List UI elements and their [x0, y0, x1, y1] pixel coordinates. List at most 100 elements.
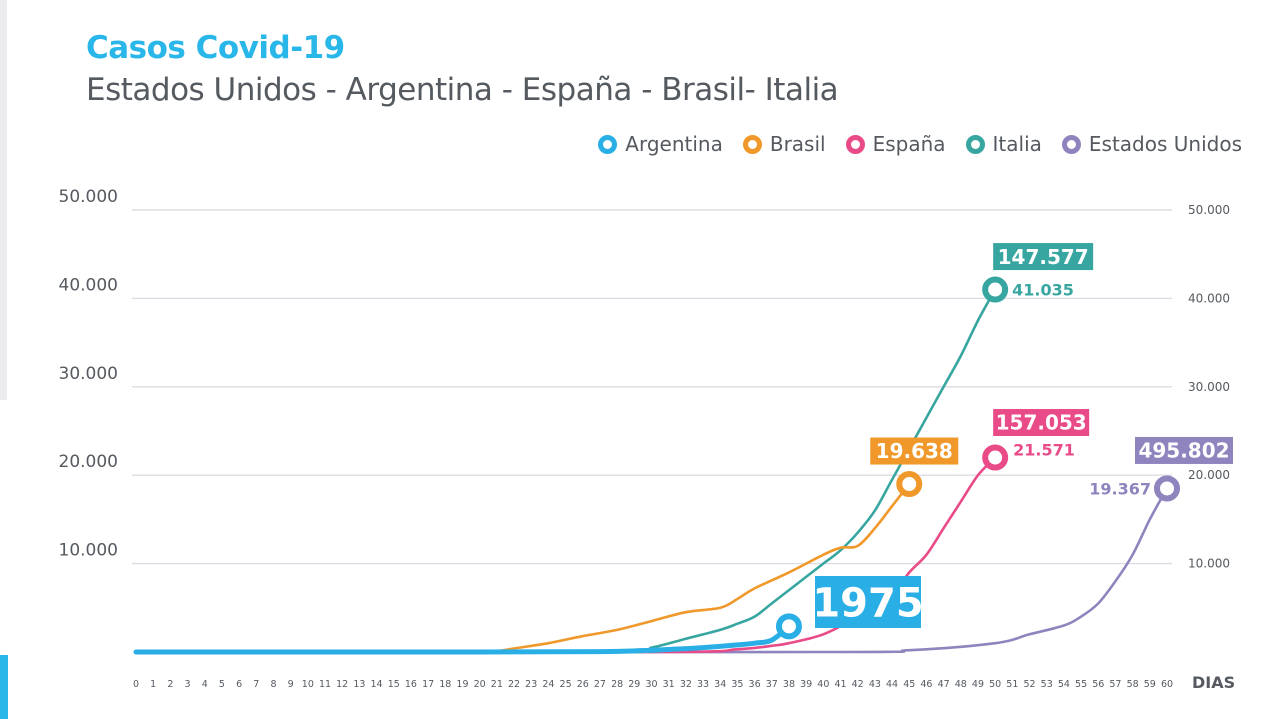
end-value-espana: 21.571 [1013, 441, 1075, 460]
x-tick-label: 18 [439, 679, 451, 690]
end-label-argentina: 1975 [812, 580, 923, 626]
x-tick-label: 14 [371, 679, 383, 690]
x-tick-label: 33 [697, 679, 709, 690]
end-label-brasil: 19.638 [876, 439, 953, 463]
x-tick-label: 8 [270, 679, 276, 690]
x-tick-label: 43 [869, 679, 881, 690]
x-tick-label: 13 [353, 679, 365, 690]
legend-marker-argentina [598, 134, 618, 154]
legend-marker-espana [845, 134, 865, 154]
edge-bar-bottom [0, 655, 8, 719]
legend-label-argentina: Argentina [625, 132, 723, 156]
x-tick-label: 58 [1127, 679, 1139, 690]
x-tick-label: 23 [525, 679, 537, 690]
x-tick-label: 45 [903, 679, 915, 690]
y-tick-label-right: 40.000 [1188, 291, 1230, 305]
legend-item-argentina: Argentina [598, 132, 723, 156]
legend-marker-brasil [742, 134, 762, 154]
chart-subtitle: Estados Unidos - Argentina - España - Br… [86, 72, 839, 108]
x-tick-label: 17 [422, 679, 434, 690]
x-tick-label: 29 [628, 679, 640, 690]
x-tick-label: 34 [714, 679, 726, 690]
x-tick-label: 39 [800, 679, 812, 690]
end-label-estados-unidos-bg [1135, 436, 1233, 464]
x-tick-label: 42 [852, 679, 864, 690]
x-tick-label: 48 [955, 679, 967, 690]
end-label-brasil-bg [870, 437, 959, 465]
legend-marker-estados-unidos [1061, 134, 1081, 154]
series-line-estados-unidos [134, 487, 1169, 654]
x-tick-label: 55 [1075, 679, 1087, 690]
x-tick-label: 19 [456, 679, 468, 690]
y-tick-label-left: 30.000 [59, 364, 118, 384]
x-tick-label: 32 [680, 679, 692, 690]
y-tick-label-left: 20.000 [59, 452, 118, 472]
x-tick-label: 6 [236, 679, 242, 690]
end-marker-estados-unidos [1154, 475, 1180, 502]
x-tick-label: 22 [508, 679, 520, 690]
end-marker-espana [982, 444, 1009, 471]
x-tick-label: 44 [886, 679, 898, 690]
legend-label-estados-unidos: Estados Unidos [1088, 132, 1242, 156]
y-tick-label-left: 10.000 [59, 541, 118, 561]
y-tick-label-right: 30.000 [1188, 380, 1230, 394]
y-tick-label-right: 50.000 [1188, 203, 1230, 217]
legend-item-brasil: Brasil [742, 132, 826, 156]
end-marker-brasil [896, 471, 923, 498]
x-tick-label: 31 [663, 679, 675, 690]
y-tick-label-right: 20.000 [1188, 468, 1230, 482]
end-label-italia: 147.577 [998, 245, 1089, 269]
x-tick-label: 27 [594, 679, 606, 690]
x-tick-label: 15 [388, 679, 400, 690]
series-line-argentina [133, 623, 792, 655]
x-tick-label: 21 [491, 679, 503, 690]
end-label-estados-unidos: 495.802 [1138, 439, 1229, 463]
x-tick-label: 11 [319, 679, 331, 690]
x-tick-label: 56 [1092, 679, 1104, 690]
x-tick-label: 20 [474, 679, 486, 690]
x-tick-label: 3 [185, 679, 191, 690]
x-tick-label: 28 [611, 679, 623, 690]
x-tick-label: 37 [766, 679, 778, 690]
x-tick-label: 35 [731, 679, 743, 690]
x-tick-label: 12 [336, 679, 348, 690]
x-tick-label: 41 [834, 679, 846, 690]
y-tick-label-left: 50.000 [59, 187, 118, 207]
edge-bar-top [0, 0, 7, 400]
end-label-italia-bg [993, 243, 1094, 271]
x-tick-label: 47 [938, 679, 950, 690]
x-tick-label: 52 [1023, 679, 1035, 690]
x-tick-label: 60 [1161, 679, 1173, 690]
x-tick-label: 7 [253, 679, 259, 690]
x-tick-label: 16 [405, 679, 417, 690]
x-tick-label: 25 [560, 679, 572, 690]
chart-title: Casos Covid-19 [86, 30, 345, 66]
x-tick-label: 26 [577, 679, 589, 690]
end-label-espana-bg [993, 409, 1090, 437]
end-marker-argentina [775, 613, 802, 640]
x-tick-label: 57 [1109, 679, 1121, 690]
end-value-italia: 41.035 [1012, 281, 1074, 300]
x-tick-label: 30 [645, 679, 657, 690]
x-tick-label: 0 [133, 679, 139, 690]
x-tick-label: 4 [202, 679, 208, 690]
x-tick-label: 24 [542, 679, 554, 690]
x-tick-label: 38 [783, 679, 795, 690]
legend-marker-italia [965, 134, 985, 154]
legend-label-espana: España [872, 132, 946, 156]
legend: Argentina Brasil España Italia Estados U… [598, 132, 1242, 156]
x-tick-label: 59 [1144, 679, 1156, 690]
x-tick-label: 53 [1041, 679, 1053, 690]
x-tick-label: 46 [920, 679, 932, 690]
x-tick-label: 36 [749, 679, 761, 690]
end-label-argentina-bg [815, 576, 921, 628]
x-tick-label: 10 [302, 679, 314, 690]
y-tick-label-left: 40.000 [59, 275, 118, 295]
x-tick-label: 51 [1006, 679, 1018, 690]
x-tick-label: 1 [150, 679, 156, 690]
end-label-espana: 157.053 [996, 411, 1087, 435]
x-tick-label: 50 [989, 679, 1001, 690]
x-tick-label: 40 [817, 679, 829, 690]
x-tick-label: 2 [167, 679, 173, 690]
